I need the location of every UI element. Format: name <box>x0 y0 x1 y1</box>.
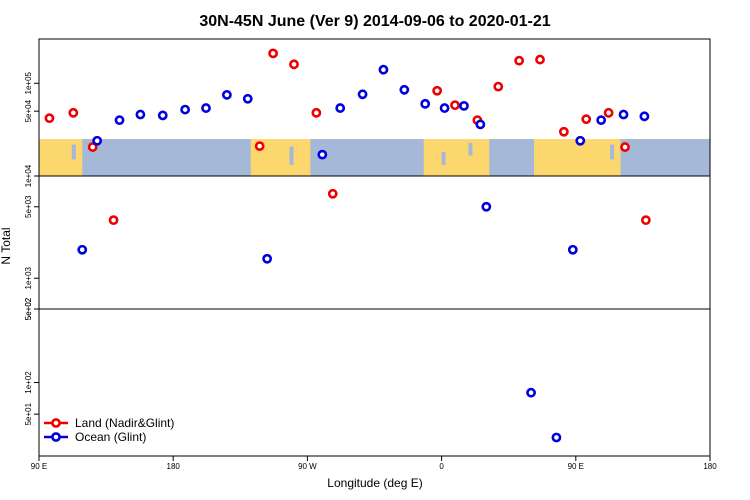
ocean-point <box>567 244 578 255</box>
land-point <box>311 107 322 118</box>
ocean-point <box>77 244 88 255</box>
land-point <box>254 141 265 152</box>
land-point <box>44 113 55 124</box>
x-tick-label: 180 <box>167 462 181 471</box>
y-axis-label: N Total <box>0 227 13 264</box>
ocean-point <box>618 109 629 120</box>
ocean-point <box>114 115 125 126</box>
land-point <box>327 188 338 199</box>
land-point <box>581 114 592 125</box>
map-coast-detail <box>468 142 473 156</box>
ocean-point <box>180 104 191 115</box>
x-axis-label: Longitude (deg E) <box>327 476 422 490</box>
map-ocean-region <box>82 139 251 176</box>
ocean-point <box>439 103 450 113</box>
ocean-point <box>242 93 253 104</box>
plot-border <box>38 38 711 457</box>
legend-marker <box>51 418 61 428</box>
ocean-point <box>262 253 273 264</box>
map-coast-detail <box>253 142 260 165</box>
y-tick-label: 1e+02 <box>24 371 33 394</box>
y-tick-label: 5e+01 <box>24 402 33 425</box>
ocean-point <box>575 135 586 146</box>
y-tick-label: 5e+03 <box>24 195 33 218</box>
map-coast-detail <box>610 144 615 160</box>
ocean-point <box>92 135 103 146</box>
chart-title: 30N-45N June (Ver 9) 2014-09-06 to 2020-… <box>199 13 550 30</box>
ocean-point <box>378 64 389 75</box>
world-map-strip <box>39 139 710 176</box>
map-coast-detail <box>396 150 401 162</box>
y-tick-label: 1e+03 <box>24 266 33 289</box>
ocean-point <box>475 119 486 130</box>
ocean-point <box>221 89 232 100</box>
land-point <box>558 126 569 137</box>
land-point <box>620 142 630 152</box>
x-axis: 90 E 180 90 W 0 90 E 180 <box>31 456 717 471</box>
y-tick-label: 5e+04 <box>24 99 33 122</box>
y-axis: 1e+04 5e+04 1e+05 5e+02 1e+03 5e+03 5e+01 1e+02… <box>24 71 39 425</box>
ocean-point <box>335 103 346 113</box>
ocean-point <box>639 111 650 122</box>
land-point <box>87 142 98 152</box>
legend-label: Land (Nadir&Glint) <box>75 416 174 430</box>
land-point <box>268 48 279 59</box>
legend-marker <box>51 432 61 442</box>
land-point <box>493 81 504 92</box>
ocean-point <box>157 110 168 121</box>
y-tick-label: 1e+04 <box>24 164 33 187</box>
x-tick-label: 90 W <box>298 462 317 471</box>
ocean-point <box>526 387 536 398</box>
y-tick-label: 1e+05 <box>24 71 33 94</box>
ocean-point <box>399 84 410 95</box>
land-point <box>514 55 525 66</box>
map-coast-detail <box>441 152 446 165</box>
ocean-point <box>481 201 492 212</box>
ocean-point <box>420 98 431 109</box>
map-coast-detail <box>71 144 76 160</box>
land-point <box>68 107 79 118</box>
ocean-point <box>459 100 469 111</box>
map-coast-detail <box>498 159 503 173</box>
x-tick-label: 90 E <box>568 462 584 471</box>
ocean-point <box>135 109 146 120</box>
ocean-point <box>357 89 368 100</box>
y-tick-label: 5e+02 <box>24 297 33 320</box>
ocean-point <box>596 115 607 126</box>
ocean-point <box>317 149 328 160</box>
data-points <box>44 48 651 443</box>
plot-frame <box>38 38 711 457</box>
map-ocean-region <box>620 139 710 176</box>
legend-label: Ocean (Glint) <box>75 430 146 444</box>
x-tick-label: 180 <box>703 462 717 471</box>
land-point <box>535 54 545 65</box>
x-tick-label: 0 <box>439 462 444 471</box>
land-point <box>108 215 119 226</box>
land-point <box>432 85 443 96</box>
land-point <box>640 215 651 226</box>
y-tick-label: 5e+02 <box>24 297 33 320</box>
map-coast-detail <box>289 146 294 165</box>
land-point <box>603 107 614 118</box>
x-tick-label: 90 E <box>31 462 47 471</box>
map-ocean-region <box>310 139 424 176</box>
land-point <box>450 100 460 111</box>
map-ocean-region <box>489 139 535 176</box>
legend: Land (Nadir&Glint)Ocean (Glint) <box>44 416 174 444</box>
land-point <box>289 59 299 70</box>
ocean-point <box>201 103 211 113</box>
ocean-point <box>551 432 562 443</box>
